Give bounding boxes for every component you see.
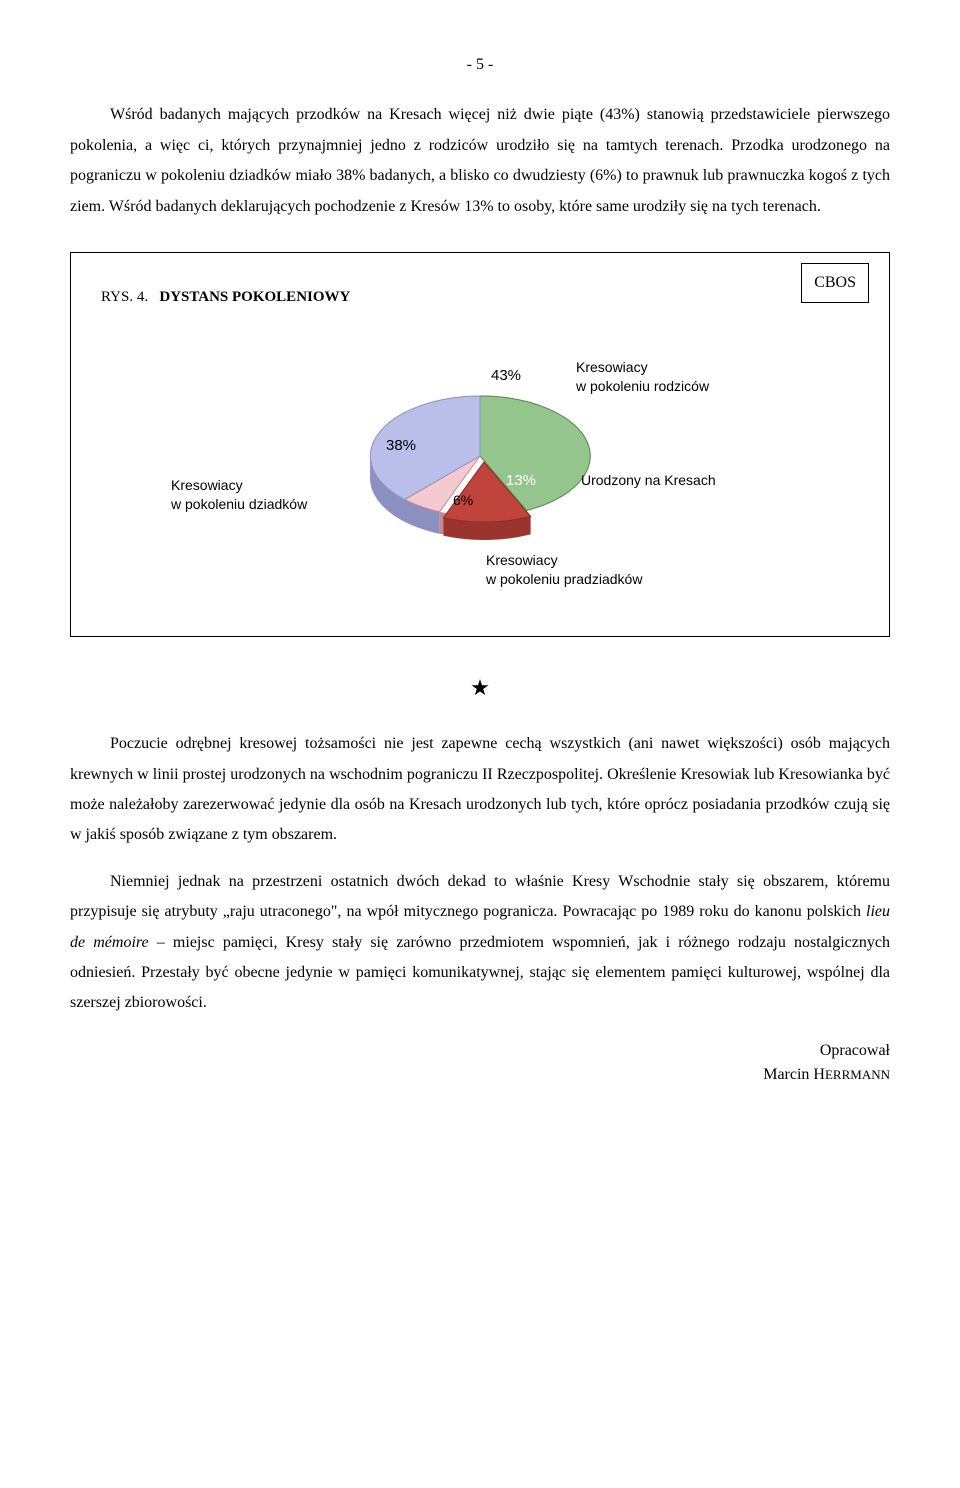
label-urodzony: Urodzony na Kresach <box>581 471 716 489</box>
figure-prefix: RYS. 4. <box>101 289 148 305</box>
figure-name: DYSTANS POKOLENIOWY <box>159 289 350 305</box>
paragraph-1: Wśród badanych mających przodków na Kres… <box>70 100 890 222</box>
signature: Opracował Marcin HERRMANN <box>70 1039 890 1087</box>
figure-box: CBOS RYS. 4. DYSTANS POKOLENIOWY <box>70 252 890 638</box>
page-number: - 5 - <box>70 50 890 80</box>
pie-chart: 43% 38% 13% 6% Kresowiacy w pokoleniu ro… <box>101 326 859 606</box>
pct-38: 38% <box>386 436 416 456</box>
pct-43: 43% <box>491 366 521 386</box>
figure-title: RYS. 4. DYSTANS POKOLENIOWY <box>101 283 859 312</box>
paragraph-2: Poczucie odrębnej kresowej tożsamości ni… <box>70 729 890 851</box>
pct-6: 6% <box>453 491 473 509</box>
label-pradziadkow: Kresowiacy w pokoleniu pradziadków <box>486 551 642 587</box>
sig-label: Opracował <box>820 1042 890 1059</box>
paragraph-3: Niemniej jednak na przestrzeni ostatnich… <box>70 867 890 1019</box>
label-dziadkow: Kresowiacy w pokoleniu dziadków <box>171 476 307 512</box>
pct-13: 13% <box>506 471 536 491</box>
cbos-badge: CBOS <box>801 263 869 303</box>
label-rodzicow: Kresowiacy w pokoleniu rodziców <box>576 358 709 394</box>
star-separator: ★ <box>70 667 890 709</box>
pie-svg <box>340 371 620 561</box>
sig-name: Marcin HERRMANN <box>763 1066 890 1083</box>
